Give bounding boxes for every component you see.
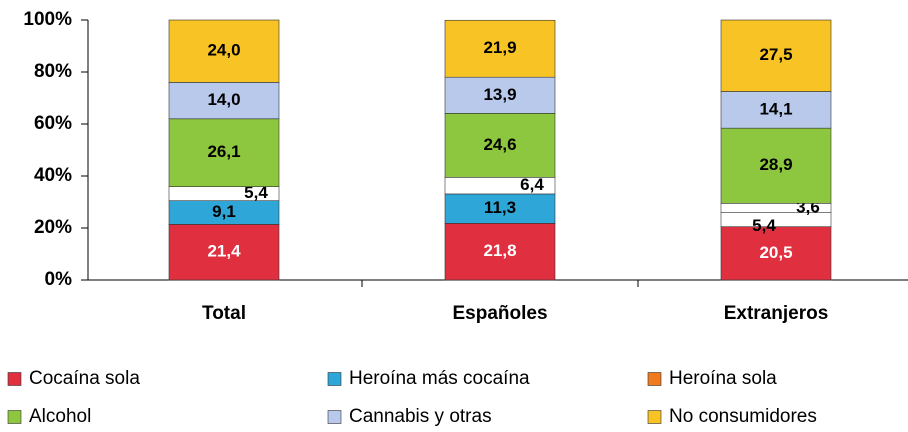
legend-label: Heroína más cocaína [349,368,530,389]
bar-segment [444,76,556,114]
bar-segment [720,127,832,204]
value-label: 26,1 [207,142,240,161]
value-label: 28,9 [759,155,792,174]
x-tick-label: Total [202,303,246,324]
x-tick-label: Extranjeros [724,303,829,324]
value-label: 5,4 [752,216,776,235]
legend-label: Heroína sola [669,368,777,389]
y-tick-label: 0% [45,269,73,290]
value-label: 14,0 [207,90,240,109]
legend-label: Alcohol [29,406,91,427]
bar-segment [720,19,832,92]
value-label: 21,4 [207,242,241,261]
bar-segment [168,118,280,187]
value-label: 5,4 [244,183,268,202]
value-label: 24,0 [207,41,240,60]
value-label: 9,1 [212,202,236,221]
bar-segment [444,193,556,224]
value-label: 21,9 [483,38,516,57]
legend-swatch [7,410,22,424]
legend-label: Cannabis y otras [349,406,492,427]
bar-segment [168,19,280,83]
value-label: 6,4 [520,175,544,194]
legend-swatch [327,372,342,386]
y-tick-label: 80% [34,61,72,82]
y-tick-label: 40% [34,165,72,186]
bar-segment [444,19,556,78]
legend-label: No consumidores [669,406,817,427]
legend-label: Cocaína sola [29,368,140,389]
bar-segment [168,82,280,120]
y-tick-label: 100% [23,9,72,30]
value-label: 13,9 [483,85,516,104]
y-tick-label: 20% [34,217,72,238]
value-label: 14,1 [759,99,792,118]
legend-swatch [647,410,662,424]
value-label: 27,5 [759,45,792,64]
bar-segment [720,226,832,281]
y-tick-label: 60% [34,113,72,134]
legend-swatch [327,410,342,424]
bar-segment [720,91,832,129]
x-tick-label: Españoles [452,303,547,324]
value-label: 24,6 [483,135,516,154]
value-label: 11,3 [484,198,516,217]
legend-swatch [647,372,662,386]
value-label: 21,8 [483,241,516,260]
value-label: 20,5 [759,243,792,262]
legend-swatch [7,372,22,386]
